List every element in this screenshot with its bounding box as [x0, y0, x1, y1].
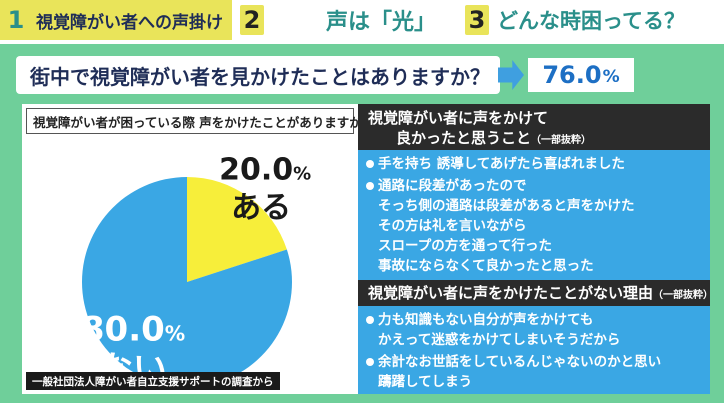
tab-1[interactable]: 1 視覚障がい者への声掛け: [0, 0, 232, 40]
question-bar: 街中で視覚障がい者を見かけたことはありますか？: [16, 56, 500, 94]
good-item-line: スロープの方を通って行った: [378, 238, 553, 254]
tab-2-label: 声は「光」: [326, 10, 437, 35]
comments-panel: 視覚障がい者に声をかけて 良かったと思うこと（一部抜粋） 手を持ち 誘導してあげ…: [358, 104, 714, 394]
tab-2-number: 2: [240, 5, 264, 35]
good-item-line: 事故にならなくて良かったと思った: [378, 258, 594, 274]
reason-list: 力も知識もない自分が声をかけてもかえって迷惑をかけてしまいそうだから余計なお世話…: [366, 310, 706, 394]
slice-category-label-0: ある: [231, 191, 291, 226]
tab-3-number: 3: [465, 5, 489, 35]
good-item-line: 通路に段差があったので: [378, 178, 527, 194]
slice-value-label-1: 80.0%: [81, 310, 185, 350]
answer-unit: %: [602, 67, 620, 87]
topic-tabs: 1 視覚障がい者への声掛け 2 声は「光」 3 どんな時困ってる？: [0, 0, 724, 44]
good-item: 手を持ち 誘導してあげたら喜ばれました: [366, 154, 706, 174]
reason-section-header: 視覚障がい者に声をかけたことがない理由（一部抜粋）: [358, 280, 714, 306]
reason-item-line: 余計なお世話をしているんじゃないのかと思い: [378, 354, 662, 370]
answer-value: 76.0: [542, 61, 602, 89]
pie-slice-1: [82, 177, 292, 387]
good-note: （一部抜粋）: [531, 135, 592, 146]
good-item-line: 手を持ち 誘導してあげたら喜ばれました: [378, 156, 625, 172]
good-title-line1: 視覚障がい者に声をかけて: [368, 109, 549, 127]
pie-chart-panel: 視覚障がい者が困っている際 声をかけたことがありますか？ 20.0% ある 80.0…: [22, 104, 374, 394]
good-item-line: そっち側の通路は段差があると声をかけた: [378, 198, 635, 214]
arrow-right-icon: [498, 60, 524, 90]
good-list: 手を持ち 誘導してあげたら喜ばれました 通路に段差があったのでそっち側の通路は段差…: [366, 154, 706, 278]
reason-item: 力も知識もない自分が声をかけてもかえって迷惑をかけてしまいそうだから: [366, 310, 706, 350]
reason-note: （一部抜粋）: [653, 290, 714, 301]
good-item: 通路に段差があったのでそっち側の通路は段差があると声をかけた その方は礼を言いなが…: [366, 176, 706, 276]
tab-2[interactable]: 2 声は「光」: [240, 0, 460, 40]
reason-item-line: 力も知識もない自分が声をかけても: [378, 312, 594, 328]
question-text: 街中で視覚障がい者を見かけたことはありますか？: [30, 64, 490, 89]
tab-3[interactable]: 3 どんな時困ってる？: [465, 0, 724, 40]
reason-item-line: かえって迷惑をかけてしまいそうだから: [378, 332, 621, 348]
good-section-header: 視覚障がい者に声をかけて 良かったと思うこと（一部抜粋）: [358, 104, 710, 150]
good-title-line2: 良かったと思うこと: [396, 129, 532, 147]
reason-title: 視覚障がい者に声をかけたことがない理由: [368, 284, 654, 302]
good-item-line: その方は礼を言いながら: [378, 218, 527, 234]
tab-3-label: どんな時困ってる？: [497, 9, 685, 33]
tab-1-label: 視覚障がい者への声掛け: [36, 12, 223, 33]
tab-1-number: 1: [4, 5, 28, 35]
reason-item-line: 躊躇してしまう: [378, 374, 473, 390]
source-note: 一般社団法人障がい者自立支援サポートの調査から: [26, 372, 280, 390]
pie-slice-0: [187, 177, 287, 282]
question-answer: 76.0%: [528, 58, 634, 92]
chart-title: 視覚障がい者が困っている際 声をかけたことがありますか？: [26, 108, 374, 134]
slice-value-label-0: 20.0%: [219, 153, 311, 188]
reason-item: 余計なお世話をしているんじゃないのかと思い 躊躇してしまう: [366, 352, 706, 392]
